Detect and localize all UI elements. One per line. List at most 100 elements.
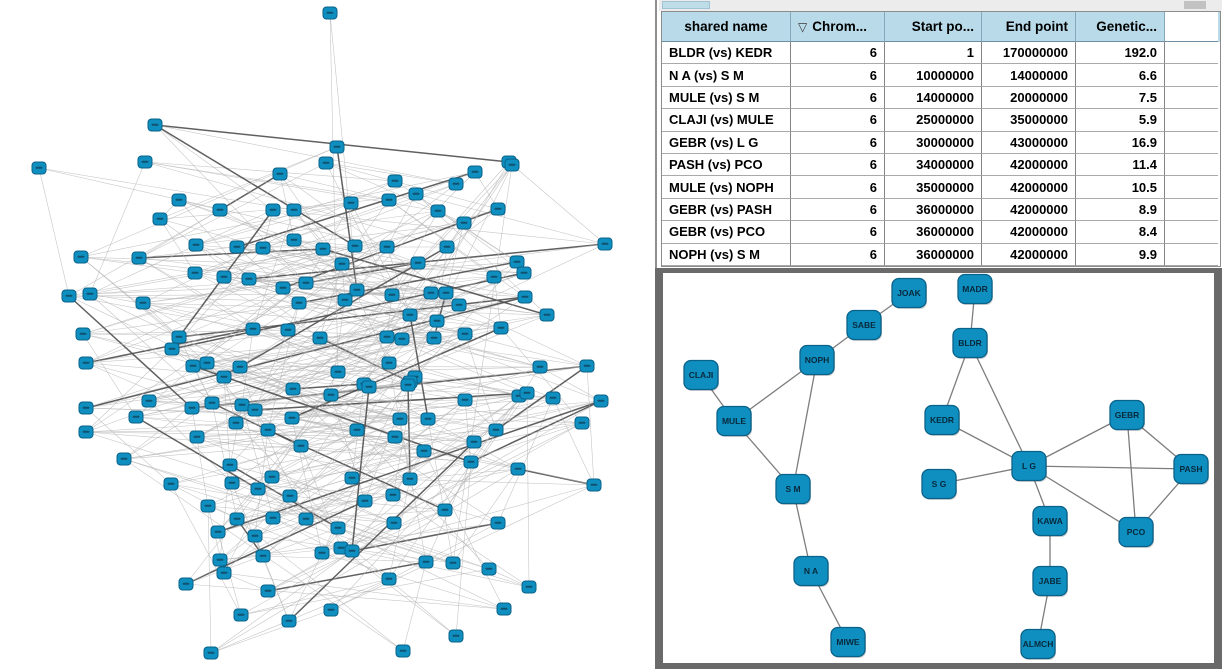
overview-node[interactable]: [31, 161, 47, 175]
overview-node[interactable]: [334, 257, 350, 271]
overview-node[interactable]: [229, 240, 245, 254]
cell-shared-name[interactable]: NOPH (vs) S M: [662, 243, 791, 266]
overview-node[interactable]: [232, 360, 248, 374]
column-header-startpo[interactable]: Start po...: [885, 12, 982, 42]
overview-node[interactable]: [286, 233, 302, 247]
overview-node[interactable]: [516, 266, 532, 280]
cell-genetic-distance[interactable]: 16.9: [1076, 131, 1165, 154]
cell-end-point[interactable]: 35000000: [982, 109, 1076, 132]
overview-node[interactable]: [293, 439, 309, 453]
overview-node[interactable]: [456, 216, 472, 230]
overview-node[interactable]: [210, 525, 226, 539]
scrollbar-thumb[interactable]: [662, 1, 710, 9]
overview-node[interactable]: [385, 488, 401, 502]
overview-node[interactable]: [330, 365, 346, 379]
overview-node[interactable]: [457, 393, 473, 407]
detail-edge-NOPH-SM[interactable]: [792, 359, 818, 490]
network-overview-canvas[interactable]: [0, 0, 655, 669]
overview-node[interactable]: [171, 193, 187, 207]
filter-icon[interactable]: ▽: [798, 19, 808, 34]
cell-shared-name[interactable]: N A (vs) S M: [662, 64, 791, 87]
overview-node[interactable]: [216, 270, 232, 284]
overview-node[interactable]: [426, 331, 442, 345]
overview-node[interactable]: [203, 646, 219, 660]
overview-node[interactable]: [75, 327, 91, 341]
overview-node[interactable]: [384, 288, 400, 302]
overview-node[interactable]: [137, 155, 153, 169]
overview-node[interactable]: [241, 272, 257, 286]
overview-node[interactable]: [466, 435, 482, 449]
overview-node[interactable]: [234, 398, 250, 412]
cell-end-point[interactable]: 42000000: [982, 176, 1076, 199]
overview-node[interactable]: [229, 512, 245, 526]
overview-node[interactable]: [245, 322, 261, 336]
overview-node[interactable]: [184, 401, 200, 415]
overview-node[interactable]: [439, 240, 455, 254]
overview-node[interactable]: [147, 118, 163, 132]
cell-start-point[interactable]: 1: [885, 42, 982, 65]
detail-node-GEBR[interactable]: GEBR: [1109, 399, 1145, 432]
overview-node[interactable]: [78, 356, 94, 370]
overview-node[interactable]: [78, 401, 94, 415]
overview-node[interactable]: [298, 512, 314, 526]
cell-shared-name[interactable]: MULE (vs) NOPH: [662, 176, 791, 199]
scrollbar-end-cap[interactable]: [1184, 1, 1206, 9]
overview-node[interactable]: [250, 482, 266, 496]
cell-end-point[interactable]: 42000000: [982, 198, 1076, 222]
cell-start-point[interactable]: 36000000: [885, 198, 982, 222]
overview-node[interactable]: [521, 580, 537, 594]
overview-node[interactable]: [260, 423, 276, 437]
cell-start-point[interactable]: 10000000: [885, 64, 982, 87]
overview-node[interactable]: [199, 356, 215, 370]
detail-node-NA[interactable]: N A: [793, 555, 829, 588]
table-row[interactable]: CLAJI (vs) MULE 6 25000000 35000000 5.9: [662, 109, 1220, 132]
cell-chromosome[interactable]: 6: [791, 64, 885, 87]
overview-node[interactable]: [222, 458, 238, 472]
overview-node[interactable]: [517, 290, 533, 304]
cell-genetic-distance[interactable]: 10.5: [1076, 176, 1165, 199]
table-row[interactable]: GEBR (vs) PASH 6 36000000 42000000 8.9: [662, 198, 1220, 222]
overview-node[interactable]: [314, 546, 330, 560]
overview-node[interactable]: [260, 584, 276, 598]
overview-node[interactable]: [574, 416, 590, 430]
overview-node[interactable]: [281, 614, 297, 628]
cell-genetic-distance[interactable]: 8.4: [1076, 221, 1165, 244]
overview-node[interactable]: [187, 266, 203, 280]
overview-node[interactable]: [451, 298, 467, 312]
overview-node[interactable]: [178, 577, 194, 591]
overview-node[interactable]: [381, 572, 397, 586]
detail-node-BLDR[interactable]: BLDR: [952, 327, 988, 360]
overview-node[interactable]: [597, 237, 613, 251]
overview-node[interactable]: [322, 6, 338, 20]
overview-node[interactable]: [78, 425, 94, 439]
overview-node[interactable]: [315, 242, 331, 256]
detail-node-LG[interactable]: L G: [1011, 450, 1047, 483]
overview-node[interactable]: [312, 331, 328, 345]
cell-chromosome[interactable]: 6: [791, 221, 885, 244]
table-row[interactable]: MULE (vs) S M 6 14000000 20000000 7.5: [662, 86, 1220, 110]
overview-node[interactable]: [233, 608, 249, 622]
overview-node[interactable]: [416, 444, 432, 458]
table-row[interactable]: MULE (vs) NOPH 6 35000000 42000000 10.5: [662, 176, 1220, 199]
table-row[interactable]: N A (vs) S M 6 10000000 14000000 6.6: [662, 64, 1220, 87]
overview-node[interactable]: [255, 549, 271, 563]
detail-node-MADR[interactable]: MADR: [957, 273, 993, 306]
overview-node[interactable]: [438, 286, 454, 300]
network-detail-canvas[interactable]: JOAK MADR SABE BLDR NOPH CLAJI MULE KEDR GEBR L G…: [655, 268, 1222, 669]
overview-node[interactable]: [496, 602, 512, 616]
overview-node[interactable]: [418, 555, 434, 569]
overview-node[interactable]: [400, 378, 416, 392]
overview-node[interactable]: [457, 327, 473, 341]
cell-chromosome[interactable]: 6: [791, 153, 885, 177]
overview-node[interactable]: [387, 430, 403, 444]
overview-node[interactable]: [349, 423, 365, 437]
overview-node[interactable]: [445, 556, 461, 570]
overview-node[interactable]: [357, 494, 373, 508]
overview-node[interactable]: [343, 196, 359, 210]
overview-node[interactable]: [486, 270, 502, 284]
overview-node[interactable]: [509, 255, 525, 269]
cell-start-point[interactable]: 35000000: [885, 176, 982, 199]
column-header-sharedname[interactable]: shared name: [662, 12, 791, 42]
overview-node[interactable]: [61, 289, 77, 303]
overview-node[interactable]: [224, 476, 240, 490]
